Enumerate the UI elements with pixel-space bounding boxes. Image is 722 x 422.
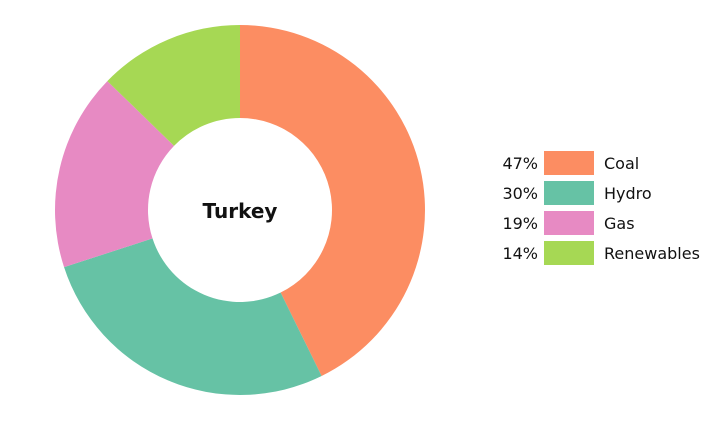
legend-swatch-coal bbox=[544, 151, 594, 175]
legend-label: Gas bbox=[604, 213, 635, 233]
legend-value: 47% bbox=[502, 153, 538, 173]
legend-value: 14% bbox=[502, 243, 538, 263]
legend-label: Coal bbox=[604, 153, 640, 173]
legend: 47% Coal 30% Hydro 19% Gas 14% Renewable… bbox=[494, 150, 700, 270]
legend-value: 19% bbox=[502, 213, 538, 233]
chart-title: Turkey bbox=[203, 199, 278, 223]
slice-renewables bbox=[107, 25, 240, 146]
slice-coal bbox=[240, 25, 426, 377]
legend-swatch-gas bbox=[544, 211, 594, 235]
legend-item-gas: 19% Gas bbox=[494, 210, 700, 236]
legend-item-renewables: 14% Renewables bbox=[494, 240, 700, 266]
legend-value: 30% bbox=[502, 183, 538, 203]
donut-slices bbox=[54, 25, 426, 396]
slice-hydro bbox=[64, 238, 322, 396]
legend-item-hydro: 30% Hydro bbox=[494, 180, 700, 206]
legend-label: Hydro bbox=[604, 183, 652, 203]
legend-label: Renewables bbox=[604, 243, 700, 263]
slice-gas bbox=[54, 81, 175, 268]
legend-swatch-renewables bbox=[544, 241, 594, 265]
legend-item-coal: 47% Coal bbox=[494, 150, 700, 176]
legend-swatch-hydro bbox=[544, 181, 594, 205]
